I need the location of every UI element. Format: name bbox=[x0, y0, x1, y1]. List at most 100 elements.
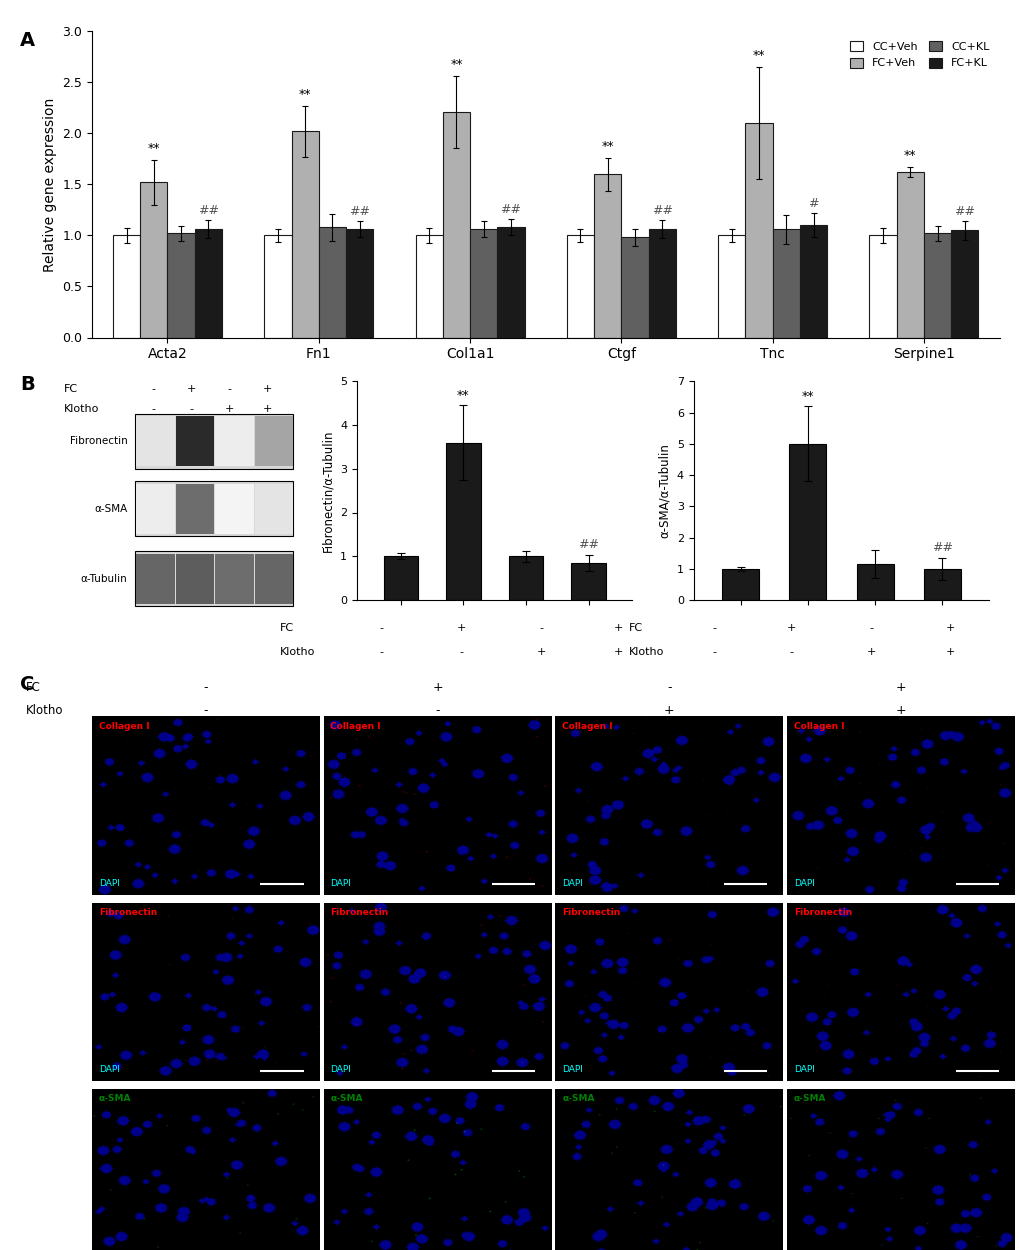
Bar bbox=[140, 182, 167, 338]
Text: ##: ## bbox=[198, 204, 219, 217]
Text: -: - bbox=[151, 384, 155, 394]
Text: Klotho: Klotho bbox=[279, 646, 315, 656]
Text: **: ** bbox=[457, 389, 469, 401]
Text: +: + bbox=[946, 646, 955, 656]
Bar bbox=[442, 112, 470, 338]
Bar bbox=[291, 131, 318, 338]
Text: ##: ## bbox=[651, 204, 673, 217]
Text: -: - bbox=[435, 704, 439, 716]
FancyBboxPatch shape bbox=[135, 414, 293, 469]
FancyBboxPatch shape bbox=[215, 416, 254, 466]
Text: ##: ## bbox=[954, 205, 974, 217]
Text: -: - bbox=[539, 622, 543, 632]
Text: +: + bbox=[186, 384, 196, 394]
Bar bbox=[951, 230, 977, 338]
Bar bbox=[195, 229, 222, 338]
Text: **: ** bbox=[299, 88, 311, 101]
Text: DAPI: DAPI bbox=[793, 879, 814, 888]
Text: ##: ## bbox=[348, 205, 370, 217]
Text: -: - bbox=[711, 646, 715, 656]
Bar bbox=[745, 122, 772, 338]
Bar bbox=[648, 229, 676, 338]
Text: **: ** bbox=[801, 390, 813, 402]
Text: Collagen I: Collagen I bbox=[99, 721, 149, 730]
Bar bbox=[167, 234, 195, 338]
Text: Collagen I: Collagen I bbox=[561, 721, 612, 730]
Text: **: ** bbox=[148, 141, 160, 155]
Text: Klotho: Klotho bbox=[64, 404, 99, 414]
Bar bbox=[113, 235, 140, 338]
Bar bbox=[593, 174, 621, 338]
Bar bbox=[721, 569, 758, 600]
Text: FC: FC bbox=[628, 622, 642, 632]
Text: C: C bbox=[20, 675, 35, 694]
Text: -: - bbox=[227, 384, 231, 394]
Bar bbox=[319, 228, 345, 338]
FancyBboxPatch shape bbox=[176, 554, 214, 604]
Text: +: + bbox=[613, 622, 623, 632]
Text: +: + bbox=[224, 404, 234, 414]
Text: FC: FC bbox=[64, 384, 77, 394]
Text: **: ** bbox=[903, 149, 916, 162]
FancyBboxPatch shape bbox=[137, 416, 174, 466]
Bar bbox=[868, 235, 896, 338]
Text: ##: ## bbox=[578, 539, 598, 551]
FancyBboxPatch shape bbox=[176, 416, 214, 466]
Text: DAPI: DAPI bbox=[561, 1065, 583, 1074]
FancyBboxPatch shape bbox=[135, 551, 293, 606]
Bar bbox=[508, 556, 543, 600]
Text: Fibronectin: Fibronectin bbox=[330, 908, 388, 916]
Text: +: + bbox=[536, 646, 545, 656]
Text: Klotho: Klotho bbox=[25, 704, 63, 716]
Y-axis label: Relative gene expression: Relative gene expression bbox=[43, 98, 56, 271]
Text: -: - bbox=[203, 704, 208, 716]
Bar bbox=[415, 235, 442, 338]
Text: DAPI: DAPI bbox=[99, 879, 119, 888]
Text: Collagen I: Collagen I bbox=[330, 721, 381, 730]
FancyBboxPatch shape bbox=[135, 481, 293, 536]
Bar bbox=[445, 442, 480, 600]
Bar bbox=[896, 173, 923, 338]
FancyBboxPatch shape bbox=[215, 484, 254, 534]
FancyBboxPatch shape bbox=[176, 484, 214, 534]
Text: +: + bbox=[432, 681, 442, 694]
Bar bbox=[789, 444, 825, 600]
Bar bbox=[923, 569, 960, 600]
Text: α-SMA: α-SMA bbox=[561, 1094, 594, 1102]
Text: -: - bbox=[379, 622, 383, 632]
Text: Fibronectin: Fibronectin bbox=[561, 908, 620, 916]
FancyBboxPatch shape bbox=[255, 484, 293, 534]
Text: -: - bbox=[151, 404, 155, 414]
Bar bbox=[567, 235, 593, 338]
Text: **: ** bbox=[449, 58, 463, 71]
Bar bbox=[799, 225, 826, 338]
Bar bbox=[497, 228, 524, 338]
Bar bbox=[856, 564, 893, 600]
FancyBboxPatch shape bbox=[255, 554, 293, 604]
Text: -: - bbox=[666, 681, 671, 694]
FancyBboxPatch shape bbox=[137, 484, 174, 534]
Text: +: + bbox=[613, 646, 623, 656]
Legend: CC+Veh, FC+Veh, CC+KL, FC+KL: CC+Veh, FC+Veh, CC+KL, FC+KL bbox=[845, 36, 994, 72]
Text: +: + bbox=[865, 646, 875, 656]
Text: Fibronectin: Fibronectin bbox=[793, 908, 852, 916]
Text: +: + bbox=[263, 404, 272, 414]
Text: +: + bbox=[895, 704, 906, 716]
FancyBboxPatch shape bbox=[255, 416, 293, 466]
Text: -: - bbox=[379, 646, 383, 656]
Text: -: - bbox=[868, 622, 872, 632]
Text: DAPI: DAPI bbox=[330, 1065, 351, 1074]
Bar bbox=[470, 229, 497, 338]
Text: +: + bbox=[263, 384, 272, 394]
Text: α-SMA: α-SMA bbox=[99, 1094, 131, 1102]
Text: **: ** bbox=[752, 49, 764, 61]
Text: FC: FC bbox=[25, 681, 41, 694]
Bar bbox=[345, 229, 373, 338]
Text: +: + bbox=[663, 704, 674, 716]
Text: DAPI: DAPI bbox=[330, 879, 351, 888]
Text: DAPI: DAPI bbox=[793, 1065, 814, 1074]
Bar bbox=[717, 235, 745, 338]
Text: Fibronectin: Fibronectin bbox=[69, 436, 127, 446]
Text: DAPI: DAPI bbox=[99, 1065, 119, 1074]
Text: α-SMA: α-SMA bbox=[94, 504, 127, 514]
